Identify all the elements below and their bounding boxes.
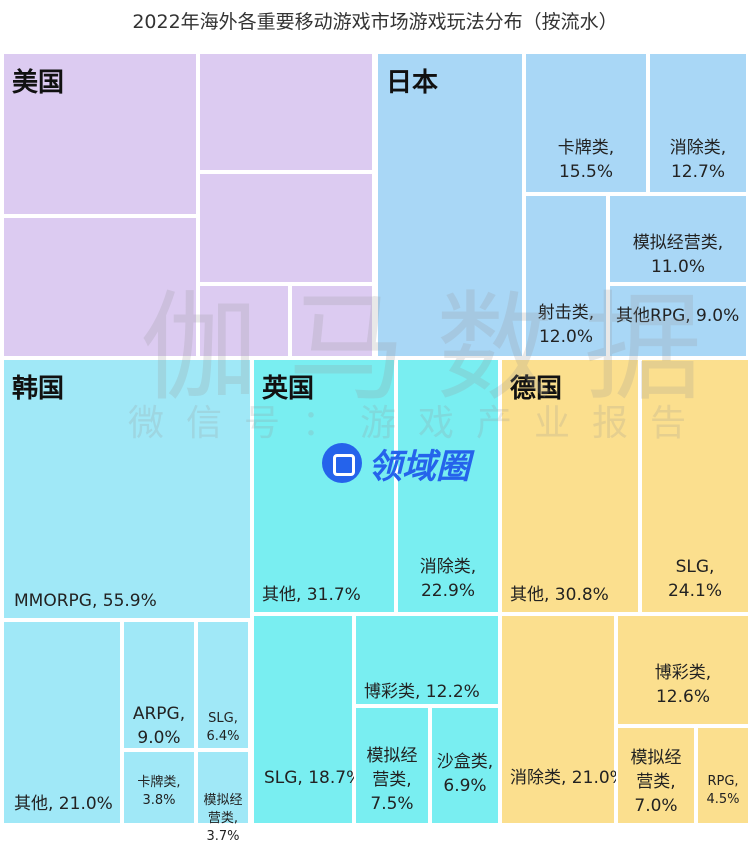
treemap-tile: 消除类, 22.9%: [396, 358, 500, 614]
tile-label: MMORPG, 55.9%: [14, 591, 157, 611]
treemap-tile: 模拟经营类, 7.0%: [616, 726, 696, 825]
treemap-tile: SLG, 18.7%: [252, 614, 362, 825]
treemap-tile: 模拟经营类,5.6%: [198, 284, 448, 685]
tile-label: 模拟经营类, 7.5%: [366, 746, 418, 814]
tile-label: 模拟经营类, 11.0%: [632, 233, 724, 277]
market-name: 英国: [262, 374, 315, 404]
market-name: 德国: [510, 374, 563, 404]
tile-label: 其他, 31.7%: [262, 585, 361, 605]
tile-label: 射击类, 12.0%: [537, 303, 595, 347]
treemap-tile: SLG, 17.9%: [198, 172, 503, 451]
tile-label: SLG, 6.4%: [206, 711, 240, 744]
tile-label: 消除类, 21.0%: [510, 768, 626, 788]
tile-label: RPG, 4.5%: [706, 774, 740, 807]
tile-label: 其他RPG, 9.0%: [616, 306, 740, 326]
treemap-tile: MMORPG, 55.9%: [2, 358, 252, 620]
treemap-tile: 模拟经营类, 7.5%: [354, 706, 430, 825]
treemap-tile: 沙盒类, 6.9%: [430, 706, 500, 825]
tile-label: 其他, 30.8%: [510, 585, 609, 605]
treemap-tile: 消除类, 12.7%: [648, 52, 748, 194]
treemap-tile: SLG, 6.4%: [196, 620, 250, 750]
market-name: 韩国: [12, 374, 65, 404]
tile-label: SLG, 18.7%: [264, 768, 363, 788]
treemap-tile: 卡牌类, 15.5%: [524, 52, 648, 194]
treemap-tile: SLG, 24.1%: [640, 358, 750, 614]
treemap-tile: 射击类, 12.0%: [524, 194, 608, 358]
treemap-tile: 其他, 31.7%: [252, 358, 396, 614]
tile-label: 消除类, 12.7%: [669, 138, 727, 182]
treemap-tile: 其他, 30.8%: [500, 358, 640, 614]
market-name: 美国: [12, 68, 65, 98]
treemap-tile: 其他RPG, 9.0%: [608, 284, 748, 358]
tile-label: 卡牌类, 15.5%: [557, 138, 615, 182]
treemap-tile: 博彩类, 18.6%: [198, 52, 521, 214]
treemap-tile: 沙盒类, 5.4%: [290, 284, 703, 624]
tile-label: 消除类, 22.9%: [419, 557, 477, 601]
treemap-tile: 模拟经营类, 3.7%: [196, 750, 250, 844]
market-name: 日本: [386, 68, 439, 98]
tile-label: 其他, 21.0%: [14, 794, 113, 814]
treemap-tile: 消除类, 24.4%: [2, 216, 198, 565]
treemap-tile: 其他, 39.6%: [376, 52, 524, 401]
tile-label: 模拟经营类, 7.0%: [630, 748, 682, 816]
tile-label: 模拟经营类, 3.7%: [203, 793, 243, 844]
chart-title: 2022年海外各重要移动游戏市场游戏玩法分布（按流水）: [132, 11, 618, 33]
tile-label: ARPG, 9.0%: [132, 704, 186, 748]
treemap-tile: 博彩类, 12.6%: [616, 614, 750, 726]
treemap-tile: ARPG, 9.0%: [122, 620, 196, 750]
treemap-tile: 博彩类, 12.2%: [354, 614, 500, 706]
tile-label: 博彩类, 12.6%: [654, 663, 712, 707]
treemap-tile: 其他, 21.0%: [2, 620, 122, 825]
treemap-tile: RPG, 4.5%: [696, 726, 750, 825]
treemap-tile: 卡牌类, 3.8%: [122, 750, 196, 825]
tile-label: 沙盒类, 6.9%: [436, 752, 494, 796]
tile-label: 卡牌类, 3.8%: [137, 775, 181, 808]
treemap-tile: 模拟经营类, 11.0%: [608, 194, 748, 284]
tile-label: 博彩类, 12.2%: [364, 682, 480, 702]
tile-label: SLG, 24.1%: [667, 557, 722, 601]
treemap-tile: 消除类, 21.0%: [500, 614, 626, 825]
